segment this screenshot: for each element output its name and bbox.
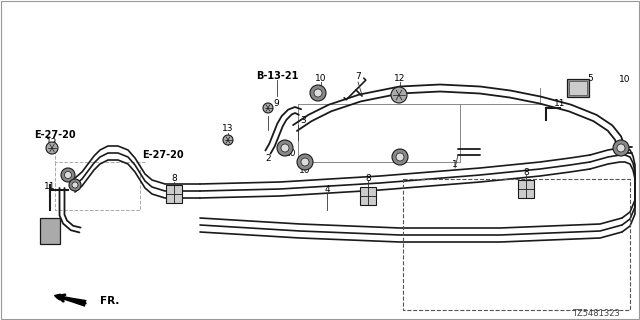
Text: E-27-20: E-27-20: [142, 150, 184, 160]
Text: 5: 5: [587, 74, 593, 83]
Circle shape: [277, 140, 293, 156]
Bar: [518, 180, 534, 198]
Text: 3: 3: [300, 116, 306, 124]
Text: 10: 10: [285, 148, 297, 157]
Text: 13: 13: [222, 124, 234, 132]
Text: TZ5481323: TZ5481323: [572, 309, 620, 318]
Circle shape: [301, 158, 309, 166]
Bar: [567, 79, 589, 97]
Circle shape: [69, 179, 81, 191]
Circle shape: [263, 103, 273, 113]
Circle shape: [46, 142, 58, 154]
Circle shape: [223, 135, 233, 145]
Text: E-27-20: E-27-20: [34, 130, 76, 140]
Bar: [569, 81, 587, 95]
Circle shape: [617, 144, 625, 152]
Circle shape: [72, 182, 78, 188]
Circle shape: [65, 172, 72, 179]
Bar: [40, 218, 60, 244]
Circle shape: [391, 87, 407, 103]
Text: 10: 10: [300, 165, 311, 174]
Text: 8: 8: [171, 173, 177, 182]
Text: 2: 2: [265, 154, 271, 163]
Text: 4: 4: [324, 185, 330, 194]
Circle shape: [281, 144, 289, 152]
Bar: [403, 179, 630, 310]
Text: 8: 8: [365, 173, 371, 182]
Text: 11: 11: [44, 181, 56, 190]
Circle shape: [613, 140, 629, 156]
Text: 9: 9: [273, 99, 279, 108]
Bar: [166, 185, 182, 203]
Bar: [360, 187, 376, 205]
Text: 12: 12: [394, 74, 406, 83]
Text: FR.: FR.: [100, 296, 120, 306]
Text: 10: 10: [316, 74, 327, 83]
Text: 11: 11: [554, 99, 566, 108]
Circle shape: [297, 154, 313, 170]
Circle shape: [396, 153, 404, 161]
Text: B-13-21: B-13-21: [256, 71, 298, 81]
Text: 6: 6: [45, 220, 51, 229]
Circle shape: [310, 85, 326, 101]
Circle shape: [61, 168, 75, 182]
Text: 7: 7: [355, 71, 361, 81]
Circle shape: [392, 149, 408, 165]
Text: 8: 8: [523, 167, 529, 177]
Text: 1: 1: [452, 159, 458, 169]
Text: 12: 12: [46, 138, 58, 147]
Text: 10: 10: [620, 75, 631, 84]
Circle shape: [314, 89, 322, 97]
